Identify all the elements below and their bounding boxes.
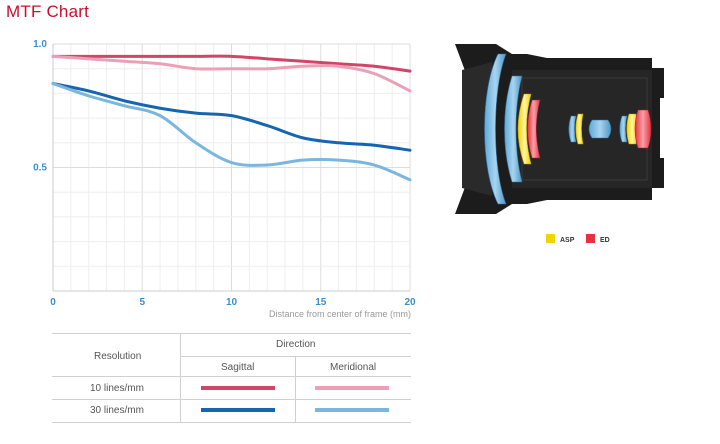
ed-swatch — [586, 234, 595, 243]
mtf-chart: 0 5 10 15 20 1.0 0.5 Distance from center of fr… — [33, 39, 416, 319]
lens-elements — [484, 53, 652, 205]
series-line-meridional-30 — [51, 82, 412, 182]
x-tick-label: 0 — [50, 297, 56, 308]
x-tick-label: 15 — [315, 297, 327, 308]
legend-divider — [52, 399, 411, 400]
x-tick-label: 10 — [226, 297, 238, 308]
series-line-sagittal-30 — [51, 82, 412, 152]
legend-divider — [180, 333, 181, 422]
chart-grid — [52, 43, 411, 292]
swatch-sagittal-10 — [201, 386, 275, 390]
chart-axes — [52, 44, 410, 292]
legend-row-30: 30 lines/mm — [90, 405, 144, 416]
legend-resolution-header: Resolution — [94, 351, 142, 362]
lens-cross-section: ASP ED — [455, 44, 664, 244]
asp-label: ASP — [560, 237, 575, 244]
series-line-meridional-10 — [51, 54, 412, 93]
legend-sagittal-header: Sagittal — [221, 362, 255, 373]
x-axis-label: Distance from center of frame (mm) — [269, 309, 411, 319]
legend-divider — [295, 356, 296, 422]
asp-swatch — [546, 234, 555, 243]
legend-direction-header: Direction — [276, 339, 316, 350]
legend-divider — [52, 376, 411, 377]
y-tick-label: 1.0 — [33, 39, 47, 50]
x-tick-label: 20 — [404, 297, 416, 308]
chart-series — [51, 54, 412, 182]
ed-label: ED — [600, 237, 610, 244]
lens-barrel — [455, 44, 664, 214]
y-tick-label: 0.5 — [33, 163, 47, 174]
legend-divider — [52, 333, 411, 334]
legend-meridional-header: Meridional — [330, 362, 377, 373]
legend-row-10: 10 lines/mm — [90, 383, 144, 394]
legend-table: Resolution Direction Sagittal Meridional… — [52, 333, 411, 423]
swatch-meridional-10 — [315, 386, 389, 390]
legend-divider — [52, 422, 411, 423]
x-tick-label: 5 — [139, 297, 145, 308]
series-line-sagittal-10 — [51, 54, 412, 73]
swatch-meridional-30 — [315, 408, 389, 412]
page-title: MTF Chart — [6, 2, 90, 21]
swatch-sagittal-30 — [201, 408, 275, 412]
chart-labels: 0 5 10 15 20 1.0 0.5 Distance from center of fr… — [33, 39, 416, 319]
